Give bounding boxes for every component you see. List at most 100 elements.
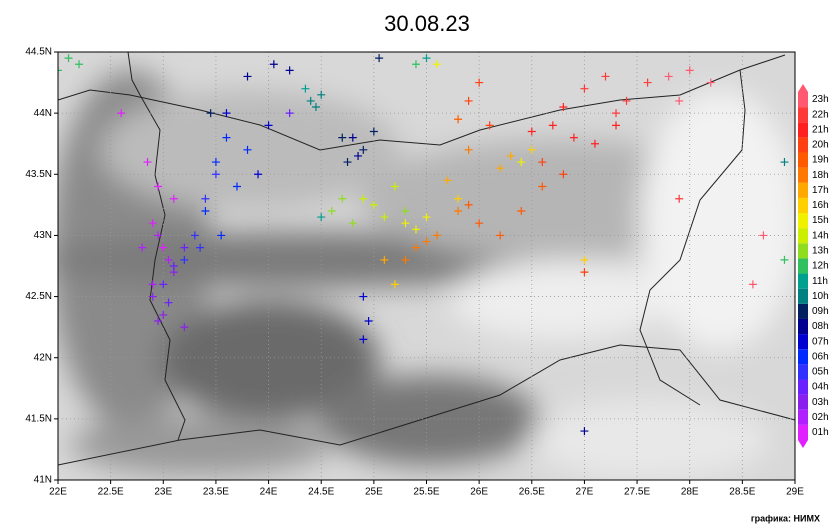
lightning-strike (348, 133, 357, 142)
colorbar-label: 01h (812, 427, 829, 438)
y-tick-label: 41.5N (25, 413, 52, 424)
colorbar-label: 19h (812, 155, 829, 166)
x-tick-label: 25.5E (413, 487, 439, 498)
colorbar-label: 22h (812, 109, 829, 120)
lightning-strike (559, 170, 568, 179)
lightning-strike (485, 121, 494, 130)
x-tick-label: 25E (365, 487, 383, 498)
lightning-strike (390, 280, 399, 289)
colorbar-label: 16h (812, 200, 829, 211)
lightning-strike (117, 109, 126, 118)
colorbar-swatch (798, 228, 808, 244)
lightning-strike (317, 213, 326, 222)
lightning-strike (401, 219, 410, 228)
lightning-strike (559, 103, 568, 112)
colorbar-swatch (798, 243, 808, 259)
lightning-strike (180, 255, 189, 264)
lightning-strike (159, 280, 168, 289)
y-tick-label: 43N (34, 230, 52, 241)
lightning-strike (706, 78, 715, 87)
lightning-strike (759, 231, 768, 240)
lightning-strike (254, 170, 263, 179)
colorbar-swatch (798, 137, 808, 153)
x-tick-label: 27E (576, 487, 594, 498)
lightning-strike (411, 243, 420, 252)
x-tick-label: 24E (260, 487, 278, 498)
lightning-strike (675, 194, 684, 203)
lightning-strike (164, 298, 173, 307)
lightning-strike (433, 60, 442, 69)
credit: графика: НИМХ (751, 513, 820, 523)
lightning-strike (301, 84, 310, 93)
lightning-strike (306, 96, 315, 105)
lightning-strike (454, 194, 463, 203)
lightning-strike (159, 243, 168, 252)
lightning-strike (138, 243, 147, 252)
lightning-strike (359, 145, 368, 154)
lightning-strike (580, 268, 589, 277)
colorbar-label: 23h (812, 94, 829, 105)
colorbar-label: 15h (812, 215, 829, 226)
lightning-strike (612, 121, 621, 130)
colorbar-label: 20h (812, 140, 829, 151)
lightning-strike (380, 255, 389, 264)
lightning-strike (569, 133, 578, 142)
lightning-strike (675, 96, 684, 105)
lightning-strike (685, 66, 694, 75)
lightning-strike (443, 176, 452, 185)
lightning-strike (196, 243, 205, 252)
lightning-strike (580, 255, 589, 264)
lightning-strike (169, 262, 178, 270)
lightning-strike (548, 121, 557, 130)
x-tick-label: 28.5E (729, 487, 755, 498)
lightning-strike (180, 243, 189, 252)
lightning-strike (390, 182, 399, 191)
lightning-strike (359, 194, 368, 203)
colorbar-label: 18h (812, 170, 829, 181)
colorbar-swatch (798, 273, 808, 289)
y-tick-label: 41N (34, 475, 52, 486)
lightning-strike (580, 427, 589, 436)
lightning-strike (748, 280, 757, 289)
colorbar-swatch (798, 349, 808, 365)
colorbar-swatch (798, 122, 808, 138)
lightning-strike (380, 213, 389, 222)
colorbar-swatch (798, 394, 808, 410)
x-tick-label: 27.5E (624, 487, 650, 498)
lightning-strike (454, 206, 463, 215)
colorbar-label: 10h (812, 291, 829, 302)
colorbar-swatch (798, 409, 808, 425)
lightning-strike (364, 317, 373, 326)
lightning-strike (338, 194, 347, 203)
lightning-strike (401, 206, 410, 215)
lightning-strike (375, 54, 384, 63)
lightning-strike (222, 109, 231, 118)
lightning-strike (206, 109, 215, 118)
lightning-strike (464, 96, 473, 105)
lightning-strike (612, 109, 621, 118)
lightning-strike (527, 145, 536, 154)
colorbar-label: 08h (812, 321, 829, 332)
colorbar-label: 14h (812, 230, 829, 241)
borders (57, 51, 796, 466)
lightning-strike (311, 103, 320, 112)
lightning-strike (154, 231, 163, 240)
lightning-strike (433, 231, 442, 240)
lightning-strike (75, 60, 84, 69)
lightning-strike (359, 292, 368, 301)
lightning-strike (159, 310, 168, 319)
x-tick-label: 22E (49, 487, 67, 498)
colorbar-swatch (798, 424, 808, 440)
lightning-strike (222, 133, 231, 142)
lightning-strike (538, 182, 547, 191)
colorbar-label: 13h (812, 246, 829, 257)
lightning-strike (211, 158, 220, 167)
lightning-strike (664, 72, 673, 81)
lightning-strike (454, 115, 463, 124)
lightning-strike (517, 206, 526, 215)
lightning-strike (780, 255, 789, 264)
lightning-strike (243, 145, 252, 154)
colorbar-swatch (798, 182, 808, 198)
colorbar-label: 17h (812, 185, 829, 196)
lightning-strike (496, 231, 505, 240)
